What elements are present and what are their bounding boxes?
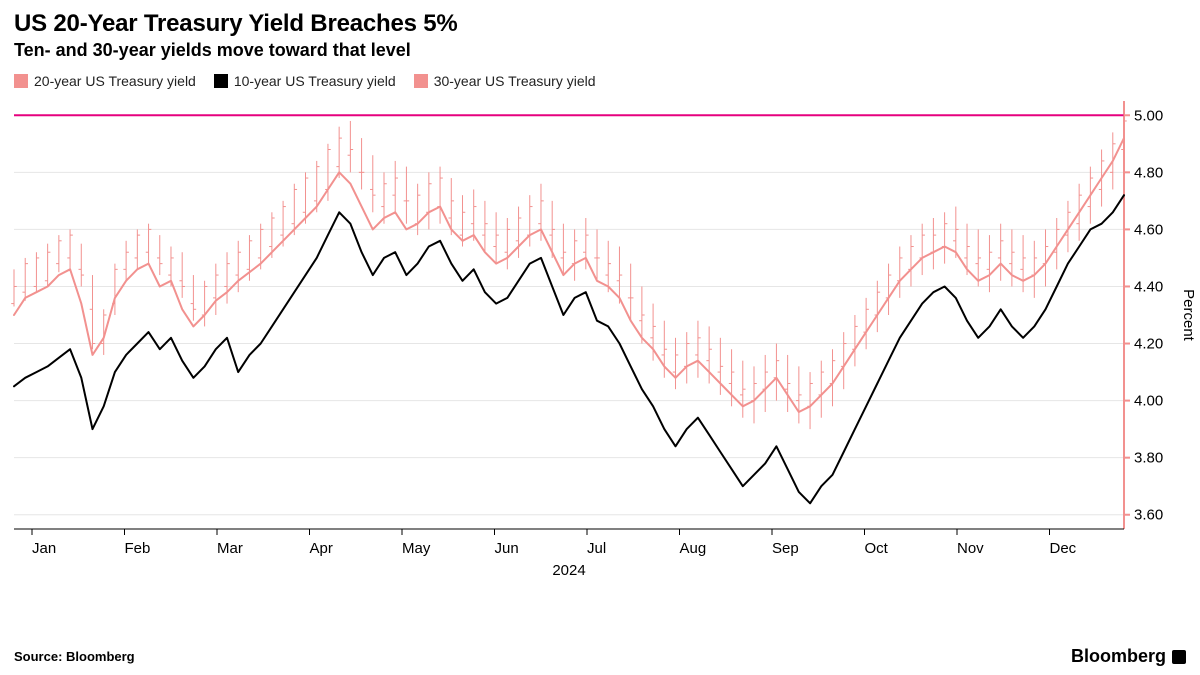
svg-text:Mar: Mar [217, 540, 243, 557]
legend-swatch-30y [414, 74, 428, 88]
brand-square-icon [1172, 650, 1186, 664]
svg-text:Feb: Feb [125, 540, 151, 557]
brand-logo: Bloomberg [1071, 646, 1186, 667]
svg-text:Nov: Nov [957, 540, 984, 557]
svg-text:4.40: 4.40 [1134, 278, 1163, 295]
legend-label-20y: 20-year US Treasury yield [34, 73, 196, 89]
svg-text:4.60: 4.60 [1134, 221, 1163, 238]
chart-subtitle: Ten- and 30-year yields move toward that… [14, 40, 1186, 61]
chart-header: US 20-Year Treasury Yield Breaches 5% Te… [0, 0, 1200, 65]
svg-text:4.80: 4.80 [1134, 164, 1163, 181]
svg-text:2024: 2024 [552, 562, 585, 579]
legend-label-10y: 10-year US Treasury yield [234, 73, 396, 89]
chart-area: 3.60 3.80 4.00 4.20 4.40 4.60 4.80 5.00 Jan Feb Ma… [6, 91, 1194, 589]
svg-text:3.60: 3.60 [1134, 507, 1163, 524]
brand-label: Bloomberg [1071, 646, 1166, 667]
legend-item-20y: 20-year US Treasury yield [14, 73, 196, 89]
svg-text:Sep: Sep [772, 540, 799, 557]
svg-text:Jun: Jun [495, 540, 519, 557]
svg-text:Percent: Percent [1180, 289, 1194, 342]
legend-label-30y: 30-year US Treasury yield [434, 73, 596, 89]
chart-legend: 20-year US Treasury yield 10-year US Tre… [0, 65, 1200, 91]
legend-swatch-20y [14, 74, 28, 88]
legend-item-10y: 10-year US Treasury yield [214, 73, 396, 89]
svg-text:4.00: 4.00 [1134, 393, 1163, 410]
legend-item-30y: 30-year US Treasury yield [414, 73, 596, 89]
svg-text:4.20: 4.20 [1134, 336, 1163, 353]
source-attribution: Source: Bloomberg [14, 649, 135, 664]
svg-text:3.80: 3.80 [1134, 450, 1163, 467]
chart-svg: 3.60 3.80 4.00 4.20 4.40 4.60 4.80 5.00 Jan Feb Ma… [6, 91, 1194, 589]
svg-text:Jan: Jan [32, 540, 56, 557]
svg-text:Dec: Dec [1050, 540, 1077, 557]
svg-text:Oct: Oct [865, 540, 889, 557]
chart-title: US 20-Year Treasury Yield Breaches 5% [14, 10, 1186, 38]
legend-swatch-10y [214, 74, 228, 88]
svg-text:Jul: Jul [587, 540, 606, 557]
svg-text:5.00: 5.00 [1134, 107, 1163, 124]
chart-footer: Source: Bloomberg Bloomberg [14, 646, 1186, 667]
svg-text:May: May [402, 540, 431, 557]
svg-text:Apr: Apr [310, 540, 333, 557]
svg-text:Aug: Aug [680, 540, 707, 557]
